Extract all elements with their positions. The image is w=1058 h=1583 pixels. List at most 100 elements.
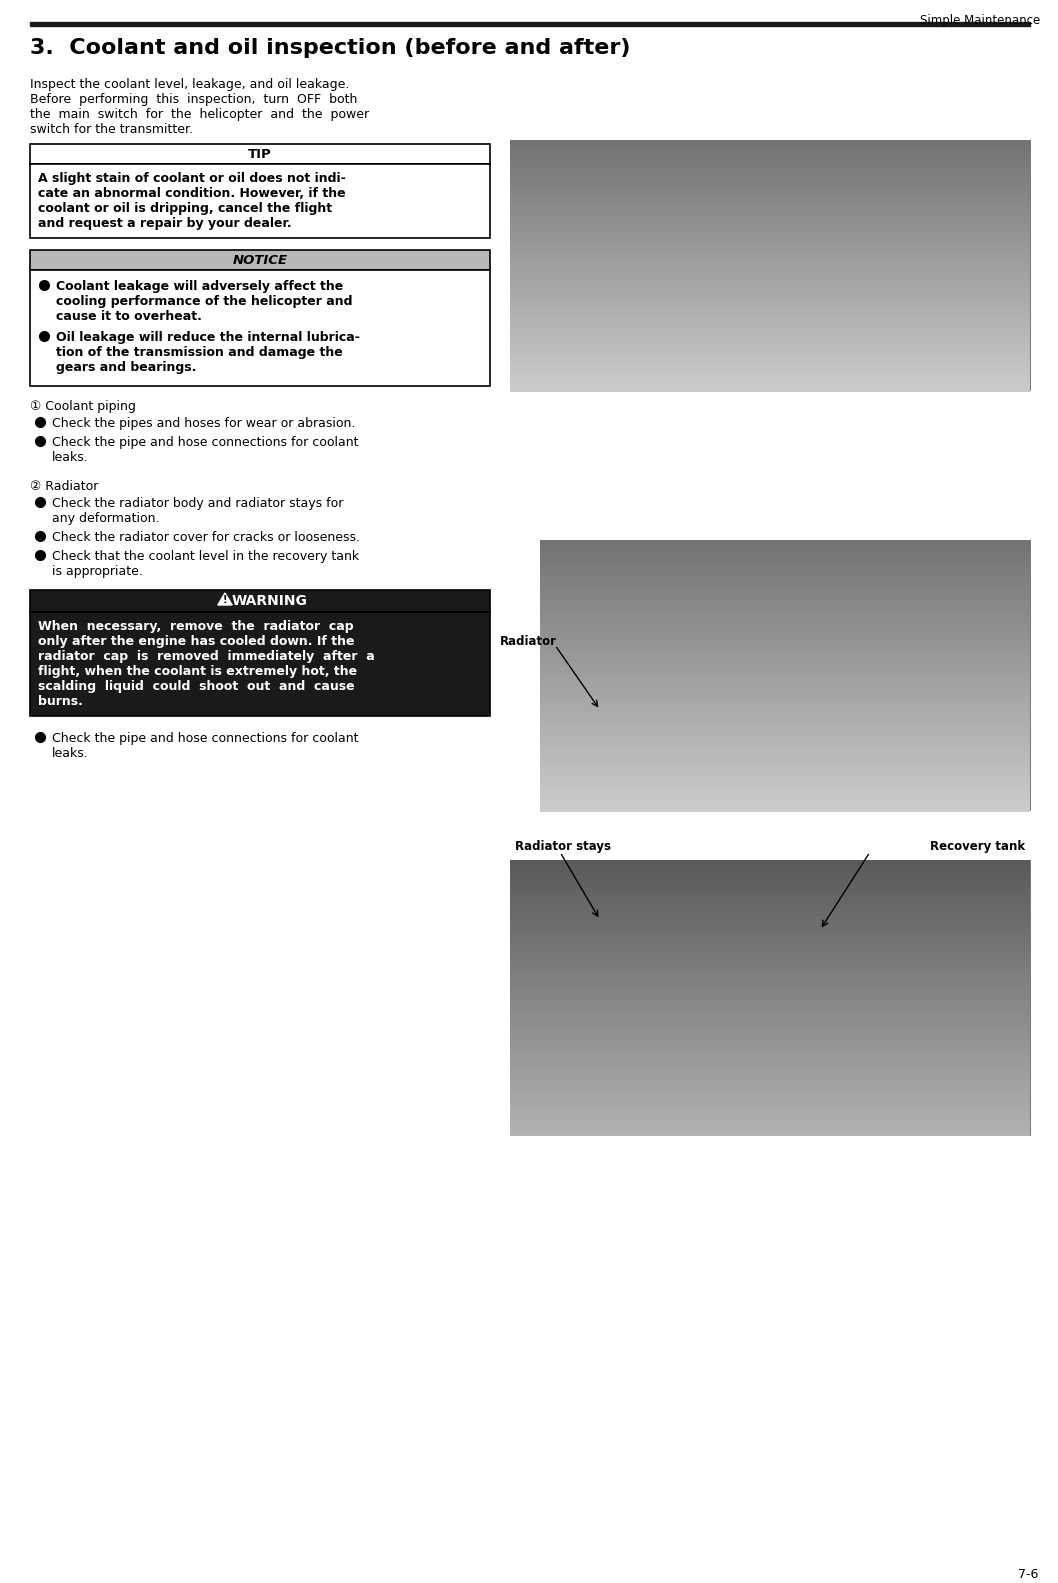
Bar (510, 936, 1030, 940)
Text: Inspect the coolant level, leakage, and oil leakage.: Inspect the coolant level, leakage, and … (30, 78, 349, 90)
Bar (510, 1008, 1030, 1012)
Bar (510, 943, 1030, 948)
Bar (510, 993, 1030, 996)
Bar (510, 268, 1030, 272)
Bar (510, 184, 1030, 188)
Bar (510, 212, 1030, 215)
Bar (540, 765, 1030, 768)
Bar (540, 608, 1030, 613)
Bar (510, 1084, 1030, 1088)
Text: the  main  switch  for  the  helicopter  and  the  power: the main switch for the helicopter and t… (30, 108, 369, 120)
Bar (510, 1124, 1030, 1129)
Bar (510, 920, 1030, 924)
Bar (510, 220, 1030, 225)
Bar (510, 964, 1030, 967)
Bar (540, 760, 1030, 765)
Text: WARNING: WARNING (232, 594, 308, 608)
Bar (510, 256, 1030, 260)
Text: Recovery tank: Recovery tank (930, 841, 1025, 853)
Bar (510, 932, 1030, 936)
Text: ② Radiator: ② Radiator (30, 480, 98, 492)
Bar (540, 576, 1030, 579)
Bar (510, 896, 1030, 901)
Bar (30, 165, 490, 237)
Bar (540, 668, 1030, 673)
Bar (510, 228, 1030, 233)
Bar (510, 152, 1030, 157)
Bar (510, 252, 1030, 256)
Bar (510, 351, 1030, 356)
Bar (540, 739, 1030, 744)
Bar (510, 972, 1030, 977)
Bar (540, 776, 1030, 780)
Bar (540, 792, 1030, 796)
Text: flight, when the coolant is extremely hot, the: flight, when the coolant is extremely ho… (38, 665, 358, 678)
Bar (540, 723, 1030, 728)
Bar (540, 731, 1030, 736)
Bar (540, 788, 1030, 792)
Bar (510, 385, 1030, 388)
Bar (540, 632, 1030, 636)
Text: Coolant leakage will adversely affect the: Coolant leakage will adversely affect th… (56, 280, 343, 293)
Bar (510, 176, 1030, 180)
Bar (540, 621, 1030, 624)
Text: Check the pipe and hose connections for coolant: Check the pipe and hose connections for … (52, 731, 359, 746)
Bar (510, 344, 1030, 348)
Bar (510, 1132, 1030, 1137)
Bar (30, 613, 490, 716)
Bar (30, 590, 490, 613)
Text: burns.: burns. (38, 695, 83, 708)
Bar (540, 628, 1030, 632)
Bar (510, 280, 1030, 283)
Bar (510, 909, 1030, 912)
Bar (540, 720, 1030, 723)
Bar (510, 1045, 1030, 1048)
Text: ① Coolant piping: ① Coolant piping (30, 400, 135, 413)
Bar (510, 244, 1030, 249)
Bar (510, 165, 1030, 168)
Bar (510, 1092, 1030, 1095)
Bar (510, 1000, 1030, 1004)
Bar (510, 320, 1030, 325)
Text: tion of the transmission and damage the: tion of the transmission and damage the (56, 347, 343, 359)
Bar (510, 872, 1030, 875)
Text: scalding  liquid  could  shoot  out  and  cause: scalding liquid could shoot out and caus… (38, 681, 354, 693)
Bar (510, 1103, 1030, 1108)
Bar (540, 592, 1030, 597)
Bar (510, 233, 1030, 236)
Bar (510, 225, 1030, 228)
Bar (510, 180, 1030, 184)
Bar (540, 728, 1030, 731)
Bar (510, 1027, 1030, 1032)
Bar (510, 1072, 1030, 1076)
Bar (510, 928, 1030, 932)
Bar (510, 380, 1030, 385)
Bar (510, 207, 1030, 212)
Bar (510, 1076, 1030, 1080)
Bar (540, 600, 1030, 605)
Bar (510, 296, 1030, 301)
Bar (540, 796, 1030, 799)
Bar (510, 888, 1030, 891)
Text: gears and bearings.: gears and bearings. (56, 361, 197, 374)
Bar (540, 584, 1030, 587)
Bar (510, 264, 1030, 268)
Bar (510, 924, 1030, 928)
Bar (510, 288, 1030, 291)
Bar (510, 1053, 1030, 1056)
Bar (510, 199, 1030, 204)
Text: leaks.: leaks. (52, 747, 89, 760)
Bar (30, 271, 490, 386)
Bar (510, 1024, 1030, 1027)
Bar (510, 283, 1030, 288)
Bar (510, 168, 1030, 173)
Bar (540, 752, 1030, 757)
Bar (510, 1064, 1030, 1069)
Bar (510, 864, 1030, 867)
Bar (510, 912, 1030, 917)
Bar (510, 901, 1030, 904)
Bar (510, 1088, 1030, 1092)
Bar (510, 875, 1030, 880)
Bar (510, 328, 1030, 332)
Bar (540, 757, 1030, 760)
